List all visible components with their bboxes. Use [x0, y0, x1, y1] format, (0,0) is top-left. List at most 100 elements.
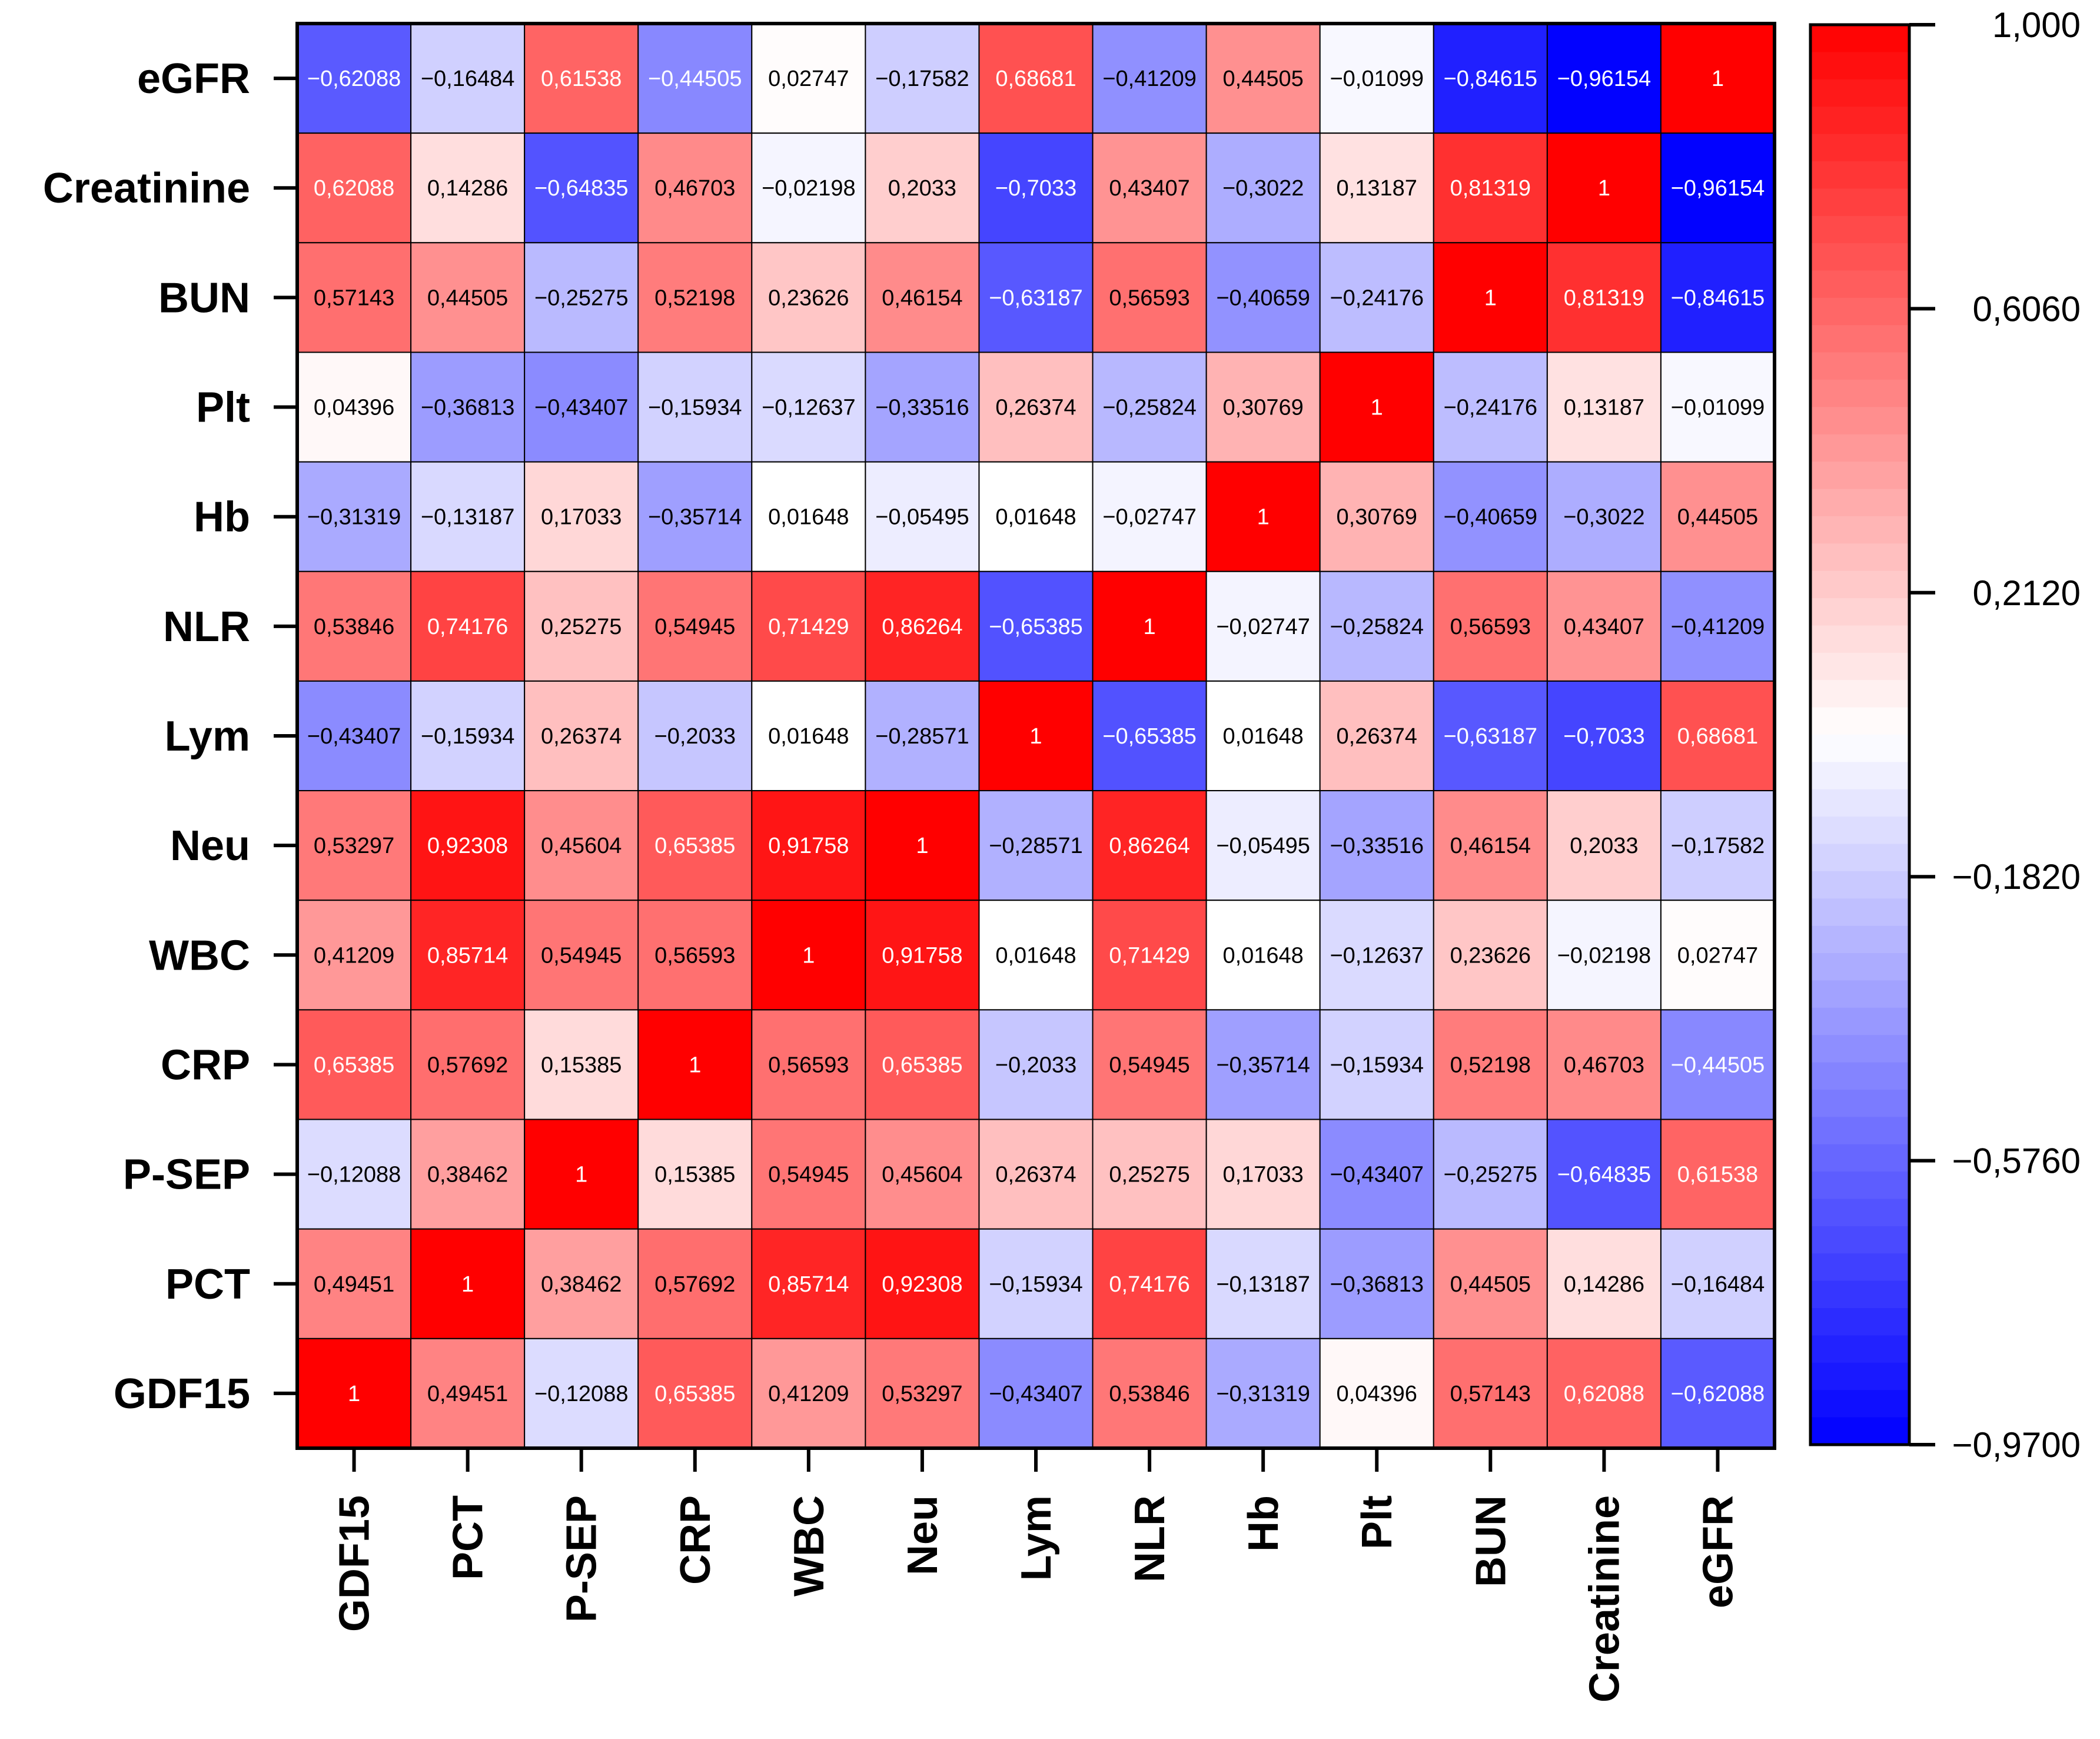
heatmap-cell — [1205, 1228, 1321, 1339]
heatmap-cell — [1546, 1009, 1662, 1120]
cell-value-label: 0,74176 — [1109, 1272, 1189, 1297]
cell-value-label: −0,02747 — [1102, 505, 1197, 530]
x-tick-label: CRP — [672, 1495, 719, 1585]
heatmap-cell — [1205, 132, 1321, 244]
heatmap-cell — [410, 132, 526, 244]
cell-value-label: −0,13187 — [421, 505, 515, 530]
cell-value-label: −0,13187 — [1216, 1272, 1310, 1297]
colorbar-band — [1810, 817, 1909, 845]
cell-value-label: 0,56593 — [1450, 615, 1531, 639]
heatmap-cell — [978, 461, 1094, 572]
heatmap-cell — [865, 23, 980, 134]
y-tick-label: GDF15 — [114, 1370, 250, 1418]
heatmap-cell — [1319, 242, 1434, 353]
colorbar-band — [1810, 489, 1909, 517]
x-tick-label: GDF15 — [331, 1495, 378, 1632]
y-tick-label: BUN — [158, 274, 250, 321]
colorbar-band — [1810, 434, 1909, 463]
cell-value-label: 0,61538 — [541, 67, 622, 91]
heatmap-cell — [524, 242, 639, 353]
cell-value-label: −0,33516 — [1330, 834, 1424, 858]
heatmap-cell — [1433, 680, 1548, 792]
heatmap-cell — [410, 1119, 526, 1230]
heatmap-cell — [1433, 1338, 1548, 1449]
heatmap-cell — [410, 1228, 526, 1339]
cell-value-label: 0,54945 — [654, 615, 735, 639]
heatmap-cell — [637, 790, 753, 901]
heatmap-cell — [297, 570, 412, 682]
cell-value-label: −0,12637 — [762, 396, 856, 420]
cell-value-label: −0,15934 — [1330, 1053, 1424, 1077]
heatmap-cell — [1205, 351, 1321, 463]
heatmap-cell — [865, 1009, 980, 1120]
colorbar-band — [1810, 980, 1909, 1008]
cell-value-label: −0,15934 — [648, 396, 742, 420]
cell-value-label: 0,23626 — [1450, 943, 1531, 968]
cell-value-label: 0,17033 — [541, 505, 622, 530]
heatmap-cell — [410, 1009, 526, 1120]
heatmap-cell — [1205, 790, 1321, 901]
heatmap-cell — [297, 132, 412, 244]
cell-value-label: −0,05495 — [875, 505, 969, 530]
cell-value-label: −0,12088 — [307, 1163, 401, 1187]
cell-value-label: −0,25275 — [1444, 1163, 1538, 1187]
y-tick-label: NLR — [163, 603, 250, 651]
heatmap-cell — [865, 790, 980, 901]
cell-value-label: −0,24176 — [1330, 286, 1424, 310]
colorbar-band — [1810, 1390, 1909, 1418]
cell-value-label: 0,86264 — [882, 615, 962, 639]
cell-value-label: 0,61538 — [1677, 1163, 1758, 1187]
cell-value-label: 0,56593 — [768, 1053, 849, 1077]
cell-value-label: 0,85714 — [768, 1272, 849, 1297]
cell-value-label: 0,91758 — [768, 834, 849, 858]
cell-value-label: 0,53846 — [314, 615, 394, 639]
heatmap-cell — [1092, 680, 1207, 792]
heatmap-cell — [297, 242, 412, 353]
heatmap-cell — [1092, 1009, 1207, 1120]
heatmap-cell — [865, 1338, 980, 1449]
cell-value-label: −0,96154 — [1557, 67, 1652, 91]
heatmap-cell — [1546, 790, 1662, 901]
cell-value-label: −0,84615 — [1671, 286, 1765, 310]
cell-value-label: −0,43407 — [989, 1382, 1083, 1406]
heatmap-cells: −0,62088 −0,16484 0,61538 −0,44505 0,02747 −0… — [295, 22, 1776, 1450]
cell-value-label: 0,2033 — [888, 176, 956, 201]
colorbar-band — [1810, 52, 1909, 80]
colorbar-frame — [1809, 23, 1911, 1446]
cell-value-label: −0,16484 — [1671, 1272, 1765, 1297]
cell-value-label: 0,26374 — [1337, 724, 1417, 749]
y-tick-label: Hb — [194, 494, 250, 541]
cell-value-label: 0,54945 — [1109, 1053, 1189, 1077]
cell-value-label: 0,15385 — [541, 1053, 622, 1077]
heatmap-cell — [637, 1119, 753, 1230]
heatmap-cell — [524, 132, 639, 244]
colorbar-band — [1810, 1362, 1909, 1391]
heatmap-cell — [1660, 23, 1776, 134]
heatmap-cell — [1433, 570, 1548, 682]
heatmap-cell — [297, 1009, 412, 1120]
colorbar-band — [1810, 789, 1909, 818]
heatmap-cell — [1319, 680, 1434, 792]
cell-value-label: 0,52198 — [654, 286, 735, 310]
cell-value-label: 0,57692 — [654, 1272, 735, 1297]
heatmap-cell — [637, 1338, 753, 1449]
cell-value-label: 0,01648 — [995, 505, 1076, 530]
heatmap-cell — [1319, 351, 1434, 463]
heatmap-cell — [751, 1119, 866, 1230]
cell-value-label: 0,46154 — [1450, 834, 1531, 858]
heatmap-cell — [751, 680, 866, 792]
cell-value-label: 0,74176 — [427, 615, 508, 639]
heatmap-cell — [1092, 1119, 1207, 1230]
colorbar-band — [1810, 1308, 1909, 1336]
y-tick-label: PCT — [165, 1261, 250, 1308]
cell-value-label: −0,44505 — [648, 67, 742, 91]
y-tick-label: P-SEP — [123, 1151, 250, 1199]
colorbar-band — [1810, 1090, 1909, 1118]
heatmap-cell — [751, 132, 866, 244]
cell-value-label: 0,65385 — [654, 834, 735, 858]
heatmap-cell — [524, 570, 639, 682]
cell-value-label: −0,62088 — [1671, 1382, 1765, 1406]
heatmap-cell — [1092, 23, 1207, 134]
heatmap-cell — [865, 680, 980, 792]
heatmap-cell — [524, 680, 639, 792]
